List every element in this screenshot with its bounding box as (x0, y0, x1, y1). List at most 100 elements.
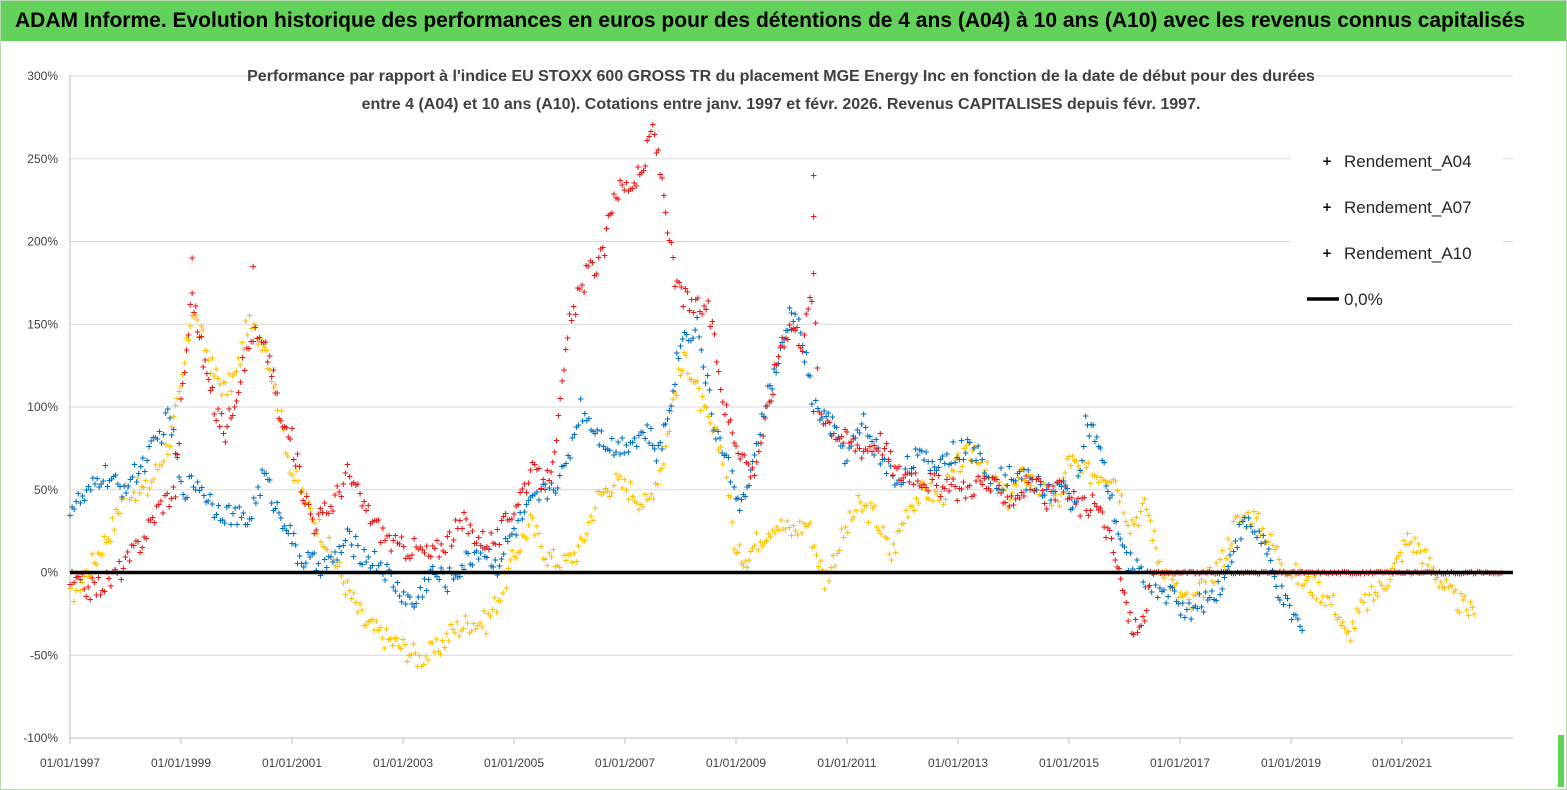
data-point: + (1063, 455, 1071, 465)
data-point: + (908, 465, 916, 475)
data-point: + (120, 565, 128, 575)
data-point: + (1470, 610, 1478, 620)
data-point: + (786, 523, 794, 533)
data-point: + (1115, 565, 1123, 575)
data-point: + (945, 487, 953, 497)
data-point: + (700, 302, 708, 312)
data-point: + (643, 496, 651, 506)
data-point: + (1045, 482, 1053, 492)
data-point: + (764, 382, 772, 392)
data-point: + (645, 439, 653, 449)
data-point: + (256, 492, 264, 502)
data-point: + (435, 576, 443, 586)
data-point: + (1189, 603, 1197, 613)
data-point: + (319, 542, 327, 552)
data-point: + (849, 432, 857, 442)
data-point: + (834, 549, 842, 559)
data-point: + (649, 121, 657, 131)
data-point: + (1127, 549, 1135, 559)
data-point: + (638, 168, 646, 178)
data-point: + (1073, 498, 1081, 508)
data-point: + (164, 405, 172, 415)
data-point: + (974, 473, 982, 483)
data-point: + (923, 494, 931, 504)
data-point: + (554, 562, 562, 572)
data-point: + (999, 499, 1007, 509)
data-point: + (591, 504, 599, 514)
data-point: + (1078, 494, 1086, 504)
data-point: + (143, 456, 151, 466)
data-point: + (551, 448, 559, 458)
data-point: + (1440, 570, 1448, 580)
data-point: + (1033, 486, 1041, 496)
data-point: + (477, 542, 485, 552)
data-point: + (101, 588, 109, 598)
data-point: + (699, 393, 707, 403)
data-point: + (780, 343, 788, 353)
data-point: + (552, 489, 560, 499)
data-point: + (753, 529, 761, 539)
data-point: + (1158, 588, 1166, 598)
data-point: + (1122, 518, 1130, 528)
data-point: + (782, 334, 790, 344)
data-point: + (1219, 585, 1227, 595)
data-point: + (822, 412, 830, 422)
data-point: + (1369, 570, 1377, 580)
data-point: + (541, 486, 549, 496)
data-point: + (1445, 584, 1453, 594)
data-point: + (415, 545, 423, 555)
data-point: + (641, 435, 649, 445)
data-point: + (625, 187, 633, 197)
data-point: + (66, 584, 74, 594)
data-point: + (788, 326, 796, 336)
data-point: + (655, 442, 663, 452)
data-point: + (187, 301, 195, 311)
data-point: + (1181, 591, 1189, 601)
data-point: + (736, 541, 744, 551)
data-point: + (591, 430, 599, 440)
data-point: + (408, 551, 416, 561)
data-point: + (656, 439, 664, 449)
data-point: + (856, 498, 864, 508)
legend-label-a07: Rendement_A07 (1344, 198, 1472, 217)
data-point: + (485, 545, 493, 555)
data-point: + (305, 500, 313, 510)
data-point: + (804, 371, 812, 381)
data-point: + (668, 239, 676, 249)
data-point: + (460, 624, 468, 634)
data-point: + (1132, 616, 1140, 626)
data-point: + (1103, 478, 1111, 488)
data-point: + (1196, 579, 1204, 589)
data-point: + (508, 530, 516, 540)
data-point: + (556, 564, 564, 574)
data-point: + (786, 304, 794, 314)
data-point: + (658, 445, 666, 455)
data-point: + (242, 521, 250, 531)
data-point: + (521, 480, 529, 490)
data-point: + (639, 429, 647, 439)
data-point: + (594, 488, 602, 498)
data-point: + (275, 509, 283, 519)
data-point: + (1446, 582, 1454, 592)
data-point: + (421, 575, 429, 585)
data-point: + (864, 447, 872, 457)
data-point: + (473, 547, 481, 557)
data-point: + (1071, 456, 1079, 466)
data-point: + (816, 408, 824, 418)
data-point: + (373, 516, 381, 526)
data-point: + (1066, 494, 1074, 504)
data-point: + (856, 429, 864, 439)
data-point: + (1042, 481, 1050, 491)
data-point: + (759, 542, 767, 552)
data-point: + (174, 394, 182, 404)
data-point: + (635, 506, 643, 516)
data-point: + (350, 479, 358, 489)
data-point: + (589, 516, 597, 526)
data-point: + (1339, 618, 1347, 628)
data-point: + (1037, 478, 1045, 488)
data-point: + (229, 411, 237, 421)
x-tick-label: 01/01/2017 (1150, 756, 1210, 770)
data-point: + (383, 532, 391, 542)
data-point: + (810, 171, 818, 181)
data-point: + (264, 475, 272, 485)
